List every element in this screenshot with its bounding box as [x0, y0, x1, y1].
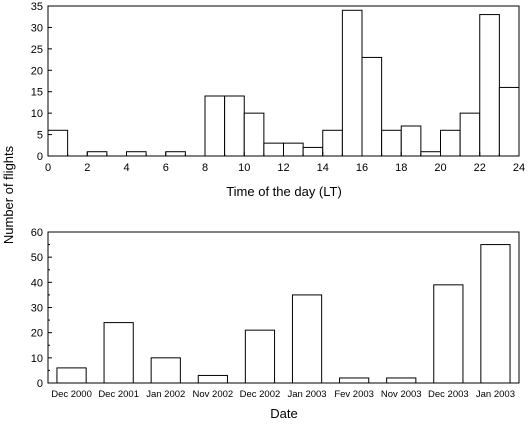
bottom-x-tick-label-5: Jan 2003 — [288, 389, 327, 400]
top-bar-11 — [263, 142, 284, 157]
date-chart: Dec 2000 Dec 2001 Jan 2002 Nov 2002 Dec 2002… — [31, 227, 520, 421]
bottom-x-tick-label-1: Dec 2001 — [98, 389, 139, 400]
top-x-tick-label-20: 20 — [434, 162, 446, 174]
top-bar-13 — [302, 146, 324, 157]
top-bar-19 — [420, 151, 441, 157]
top-y-tick-label-30: 30 — [31, 22, 43, 34]
top-x-tick-label-8: 8 — [202, 162, 208, 174]
bottom-x-tick-label-9: Jan 2003 — [476, 389, 515, 400]
top-x-tick-label-2: 2 — [84, 162, 90, 174]
top-bar-16 — [361, 56, 383, 157]
bottom-y-tick-label-20: 20 — [31, 328, 43, 340]
top-y-tick-label-15: 15 — [31, 87, 43, 99]
top-x-tick-label-24: 24 — [513, 162, 525, 174]
top-bar-18 — [400, 125, 422, 157]
top-x-tick-label-22: 22 — [474, 162, 486, 174]
bottom-bar-1 — [103, 322, 134, 384]
bottom-x-tick-label-0: Dec 2000 — [51, 389, 92, 400]
top-x-tick-label-18: 18 — [395, 162, 407, 174]
bottom-y-tick-label-30: 30 — [31, 303, 43, 315]
shared-y-axis-label: Number of flights — [1, 145, 16, 244]
top-bars — [47, 9, 520, 157]
top-x-tick-label-4: 4 — [123, 162, 129, 174]
bottom-bar-8 — [433, 284, 464, 384]
bottom-y-tick-label-60: 60 — [31, 227, 43, 239]
top-y-tick-label-20: 20 — [31, 65, 43, 77]
bottom-x-tick-label-8: Dec 2003 — [428, 389, 469, 400]
top-bar-14 — [322, 129, 343, 157]
bottom-bar-5 — [291, 294, 323, 384]
bottom-x-tick-label-2: Jan 2002 — [146, 389, 185, 400]
top-y-tick-label-5: 5 — [37, 130, 43, 142]
top-y-tick-label-25: 25 — [31, 44, 43, 56]
top-x-tick-label-6: 6 — [163, 162, 169, 174]
bottom-x-tick-label-7: Nov 2003 — [381, 389, 422, 400]
top-bar-22 — [479, 14, 500, 157]
bottom-bar-9 — [480, 244, 511, 384]
bottom-ticks: Dec 2000 Dec 2001 Jan 2002 Nov 2002 Dec 2002… — [31, 227, 515, 400]
top-bar-21 — [459, 112, 481, 157]
bottom-bar-6 — [339, 377, 370, 384]
top-bar-4 — [126, 151, 147, 157]
top-y-tick-label-35: 35 — [31, 1, 43, 13]
top-x-tick-label-12: 12 — [277, 162, 289, 174]
bottom-bar-2 — [150, 357, 181, 384]
top-bar-8 — [204, 95, 226, 157]
top-x-tick-label-14: 14 — [317, 162, 329, 174]
top-x-tick-label-0: 0 — [45, 162, 51, 174]
bottom-y-tick-label-40: 40 — [31, 277, 43, 289]
bottom-x-axis-label: Date — [270, 406, 297, 421]
top-bar-6 — [165, 151, 186, 157]
bottom-x-tick-label-6: Fev 2003 — [334, 389, 374, 400]
bottom-y-tick-label-50: 50 — [31, 252, 43, 264]
bottom-bars — [56, 244, 511, 384]
top-x-tick-label-16: 16 — [356, 162, 368, 174]
bottom-bar-0 — [56, 367, 87, 384]
bottom-x-tick-label-4: Dec 2002 — [240, 389, 281, 400]
top-bar-23 — [498, 86, 520, 157]
bottom-bar-3 — [197, 374, 228, 384]
top-bar-20 — [440, 129, 461, 157]
top-x-axis-label: Time of the day (LT) — [226, 184, 342, 199]
top-bar-0 — [47, 129, 69, 157]
top-bar-10 — [243, 112, 265, 157]
top-bar-17 — [381, 129, 402, 157]
bottom-y-tick-label-0: 0 — [37, 378, 43, 390]
top-bar-9 — [224, 95, 245, 157]
top-y-tick-label-0: 0 — [37, 151, 43, 163]
bottom-y-tick-label-10: 10 — [31, 353, 43, 365]
top-bar-12 — [283, 142, 304, 157]
top-bar-2 — [86, 151, 108, 157]
bottom-x-tick-label-3: Nov 2002 — [193, 389, 234, 400]
bottom-bar-7 — [386, 377, 417, 384]
top-x-tick-label-10: 10 — [238, 162, 250, 174]
top-bar-15 — [341, 9, 363, 157]
top-y-tick-label-10: 10 — [31, 108, 43, 120]
bottom-bar-4 — [244, 329, 276, 384]
